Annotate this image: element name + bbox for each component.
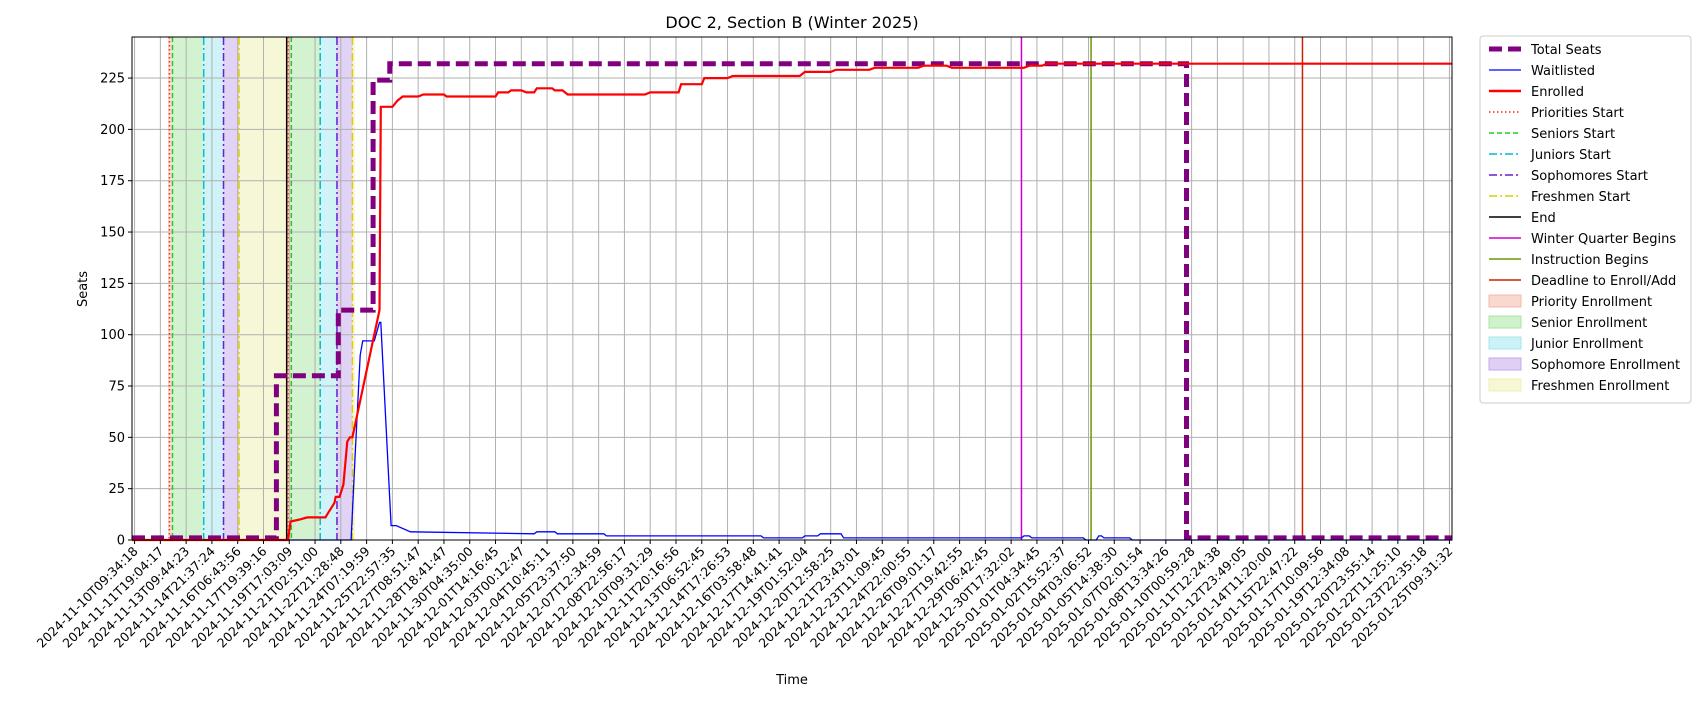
y-axis-label: Seats: [76, 271, 91, 307]
shaded-region-9: [352, 37, 356, 540]
x-axis-ticks: 2024-11-10T09:34:182024-11-11T19:04:1720…: [34, 540, 1456, 651]
legend-box: [1479, 35, 1692, 404]
shaded-region-0: [168, 37, 172, 540]
legend-label: Senior Enrollment: [1531, 316, 1647, 331]
legend-label: Sophomores Start: [1531, 169, 1648, 184]
legend-swatch: [1488, 315, 1522, 329]
legend-label: Junior Enrollment: [1530, 337, 1643, 352]
plot-frame: [131, 36, 1453, 541]
shaded-regions: [168, 37, 356, 540]
y-tick-label: 225: [100, 72, 125, 87]
legend-label: Priorities Start: [1531, 106, 1624, 121]
legend-label: Freshmen Start: [1531, 190, 1630, 205]
legend-swatch: [1488, 378, 1522, 392]
legend-label: Enrolled: [1531, 85, 1584, 100]
legend: Total Seats Waitlisted Enrolled Priorities …: [1479, 35, 1692, 404]
legend-label: Waitlisted: [1531, 64, 1595, 79]
y-tick-label: 200: [100, 123, 125, 138]
legend-label: Total Seats: [1530, 43, 1602, 58]
legend-label: Seniors Start: [1531, 127, 1615, 142]
legend-label: Sophomore Enrollment: [1531, 358, 1680, 373]
legend-label: Freshmen Enrollment: [1531, 379, 1669, 394]
shaded-region-2: [202, 37, 224, 540]
shaded-region-6: [290, 37, 321, 540]
y-tick-label: 175: [100, 174, 125, 189]
y-tick-label: 75: [108, 380, 125, 395]
chart-title: DOC 2, Section B (Winter 2025): [665, 13, 918, 32]
grid-lines: [132, 37, 1452, 541]
legend-swatch: [1488, 294, 1522, 308]
legend-label: Deadline to Enroll/Add: [1531, 274, 1676, 289]
shaded-region-1: [171, 37, 203, 540]
vertical-markers: [168, 37, 1304, 540]
y-tick-label: 0: [117, 534, 125, 549]
shaded-region-3: [223, 37, 239, 540]
y-tick-label: 100: [100, 328, 125, 343]
legend-label: Priority Enrollment: [1531, 295, 1652, 310]
y-tick-label: 25: [108, 482, 125, 497]
shaded-region-7: [320, 37, 337, 540]
legend-label: End: [1531, 211, 1556, 226]
y-tick-label: 50: [108, 431, 125, 446]
series-total-seats: [132, 61, 1452, 541]
legend-swatch: [1488, 357, 1522, 371]
legend-label: Juniors Start: [1530, 148, 1611, 163]
x-axis-label: Time: [775, 673, 808, 688]
y-tick-label: 125: [100, 277, 125, 292]
legend-label: Instruction Begins: [1531, 253, 1649, 268]
shaded-region-4: [238, 37, 287, 540]
legend-swatch: [1488, 336, 1522, 350]
y-tick-label: 150: [100, 226, 125, 241]
series-enrolled: [132, 62, 1452, 542]
legend-label: Winter Quarter Begins: [1531, 232, 1676, 247]
y-axis-ticks: 0 25 50 75 100 125 150 175 200 225: [100, 72, 132, 549]
